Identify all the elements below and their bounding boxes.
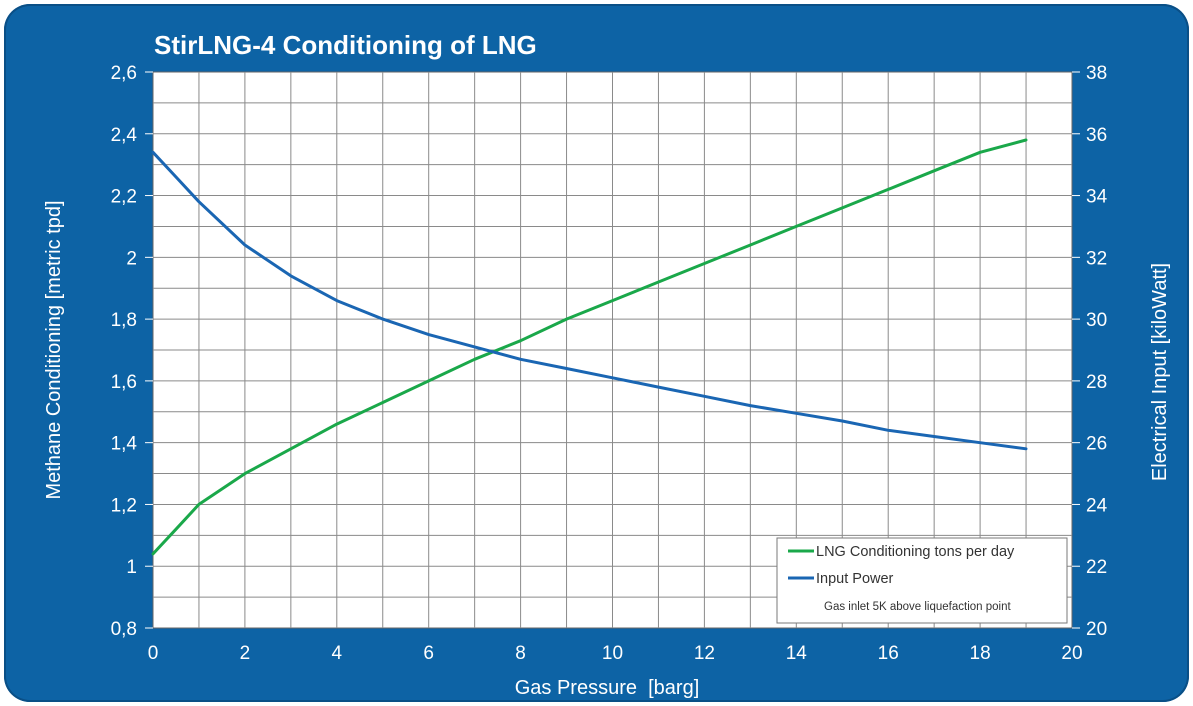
tick-labels: 0 2 4 6 8 10 12 14 16 18 200,811,21,41,61,822,22,4… bbox=[111, 63, 1108, 664]
legend: LNG Conditioning tons per day Input Powe… bbox=[776, 537, 1068, 624]
y-tick-label: 1,6 bbox=[111, 372, 137, 393]
y2-tick-label: 28 bbox=[1086, 372, 1107, 393]
y2-tick-label: 32 bbox=[1086, 248, 1107, 269]
legend-note: Gas inlet 5K above liquefaction point bbox=[824, 601, 1011, 613]
x-tick-label: 18 bbox=[970, 643, 991, 664]
legend-box bbox=[776, 537, 1068, 624]
x-tick-label: 8 bbox=[515, 643, 526, 664]
y2-tick-label: 38 bbox=[1086, 63, 1107, 84]
y-tick-label: 2,2 bbox=[111, 187, 137, 208]
x-tick-label: 2 bbox=[240, 643, 251, 664]
x-tick-label: 6 bbox=[423, 643, 434, 664]
legend-label-power: Input Power bbox=[816, 571, 894, 587]
x-tick-label: 10 bbox=[602, 643, 623, 664]
x-tick-label: 12 bbox=[694, 643, 715, 664]
y2-tick-label: 22 bbox=[1086, 557, 1107, 578]
y-tick-label: 0,8 bbox=[111, 619, 137, 640]
y-axis-label: Methane Conditioning [metric tpd] bbox=[43, 200, 65, 499]
x-tick-label: 0 bbox=[148, 643, 159, 664]
y-tick-label: 1,4 bbox=[111, 434, 138, 455]
series-line-lng-conditioning bbox=[151, 138, 1028, 556]
grid-lines bbox=[153, 72, 1072, 628]
x-tick-label: 20 bbox=[1061, 643, 1082, 664]
y2-tick-label: 26 bbox=[1086, 434, 1107, 455]
legend-label-lng: LNG Conditioning tons per day bbox=[816, 544, 1015, 560]
series-lines bbox=[151, 138, 1028, 556]
x-tick-label: 14 bbox=[786, 643, 808, 664]
y2-tick-label: 20 bbox=[1086, 619, 1107, 640]
y2-tick-label: 34 bbox=[1086, 187, 1108, 208]
y-tick-label: 1 bbox=[126, 557, 137, 578]
series-line-input-power bbox=[151, 150, 1028, 451]
chart-title: StirLNG-4 Conditioning of LNG bbox=[154, 30, 537, 60]
y-tick-label: 1,8 bbox=[111, 310, 137, 331]
y2-tick-label: 30 bbox=[1086, 310, 1107, 331]
y-tick-label: 2,4 bbox=[111, 125, 138, 146]
y2-tick-label: 24 bbox=[1086, 495, 1108, 516]
x-tick-label: 4 bbox=[332, 643, 343, 664]
y-tick-label: 2,6 bbox=[111, 63, 137, 84]
y2-axis-label: Electrical Input [kiloWatt] bbox=[1149, 263, 1171, 481]
y-tick-label: 2 bbox=[126, 248, 137, 269]
x-axis-label: Gas Pressure [barg] bbox=[515, 677, 700, 699]
x-tick-label: 16 bbox=[878, 643, 899, 664]
y2-tick-label: 36 bbox=[1086, 125, 1107, 146]
y-tick-label: 1,2 bbox=[111, 495, 137, 516]
